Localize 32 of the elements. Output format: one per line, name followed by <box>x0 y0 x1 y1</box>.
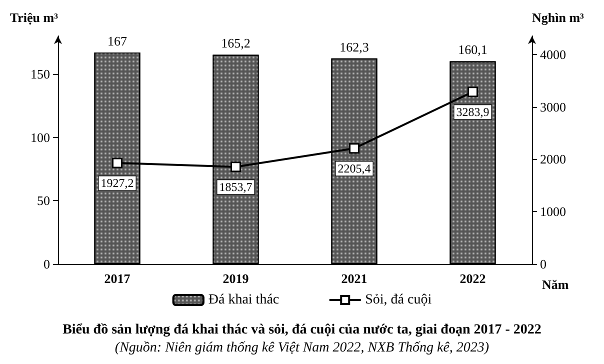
x-tick-label: 2017 <box>104 271 131 286</box>
legend-label: Sỏi, đá cuội <box>365 292 432 308</box>
y-tick-label: 0 <box>44 256 50 272</box>
y2-axis-title: Nghìn m³ <box>532 10 584 25</box>
y-tick-label: 150 <box>30 66 50 82</box>
data-label: 2205,4 <box>338 162 371 176</box>
data-label: 3283,9 <box>456 105 490 120</box>
x-tick-label: 2021 <box>341 271 368 286</box>
y-tick-label: 50 <box>37 193 50 208</box>
legend-label: Đá khai thác <box>208 292 280 308</box>
y2-tick-label: 2000 <box>540 152 566 167</box>
y2-tick-label: 4000 <box>540 46 566 62</box>
data-label: 165,2 <box>221 36 250 51</box>
y2-tick-label: 3000 <box>540 99 566 114</box>
point <box>349 143 360 154</box>
point <box>112 158 122 168</box>
text: Biểu đồ sản lượng đá khai thác và sỏi, đá cuội của nước ta, giai đoạn 2017 - 2022 <box>62 322 542 338</box>
x-axis-title: Năm <box>542 277 569 292</box>
y2-tick-label: 0 <box>540 256 546 272</box>
y2-tick-label: 1000 <box>540 204 566 220</box>
point <box>230 162 241 172</box>
x-tick-label: 2022 <box>460 271 486 286</box>
text: (Nguồn: Niên giám thống kê Việt Nam 2022, NXB Thống kê, 2023) <box>114 340 490 356</box>
y-tick-label: 100 <box>30 130 50 145</box>
data-label: 1927,2 <box>100 176 134 190</box>
data-label: 1853,7 <box>219 180 252 194</box>
data-label: 160,1 <box>458 42 488 58</box>
y-axis-title: Triệu m³ <box>10 10 58 25</box>
data-label: 167 <box>108 33 128 48</box>
x-tick-label: 2019 <box>222 271 250 286</box>
data-label: 162,3 <box>340 39 369 54</box>
point <box>468 86 478 98</box>
